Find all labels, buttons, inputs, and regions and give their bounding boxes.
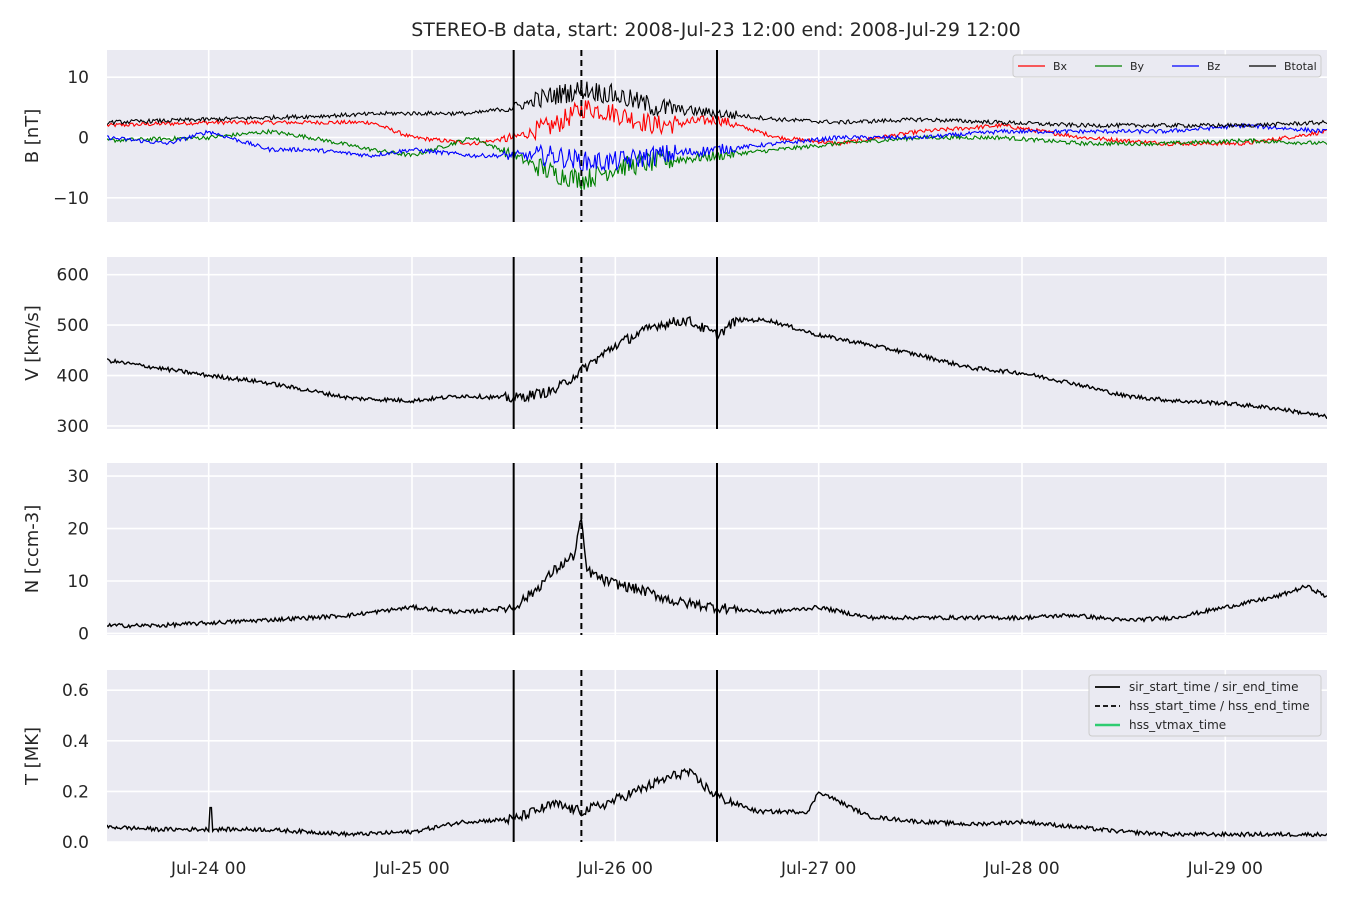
y-tick-label: 20 [67, 520, 89, 540]
legend-b: Bx By Bz Btotal [1012, 54, 1322, 78]
y-tick-label: 0.2 [62, 782, 89, 802]
y-tick-label: 30 [67, 467, 89, 487]
legend-label: By [1130, 60, 1145, 73]
x-tick-label: Jul-26 00 [577, 859, 653, 879]
legend-label: Btotal [1284, 60, 1317, 73]
x-tick-label: Jul-27 00 [780, 859, 856, 879]
y-tick-label: 0.6 [62, 681, 89, 701]
y-tick-label: 10 [67, 68, 89, 88]
y-tick-label: 500 [57, 316, 89, 336]
legend-label: Bx [1053, 60, 1068, 73]
panel-2: 300 400 500 600 V [km/s] [22, 257, 1327, 437]
figure-title: STEREO-B data, start: 2008-Jul-23 12:00 … [411, 19, 1021, 41]
x-tick-label: Jul-28 00 [983, 859, 1059, 879]
y-tick-label: −10 [53, 189, 89, 209]
x-tick-label: Jul-24 00 [170, 859, 246, 879]
y-tick-label: 0.4 [62, 732, 89, 752]
y-axis-label: V [km/s] [22, 305, 43, 380]
y-tick-label: 300 [57, 417, 89, 437]
legend-box [1012, 54, 1322, 78]
y-axis-label: B [nT] [22, 109, 43, 164]
y-tick-label: 0 [78, 624, 89, 644]
y-tick-label: 400 [57, 367, 89, 387]
legend-label: sir_start_time / sir_end_time [1129, 680, 1299, 694]
legend-label: hss_vtmax_time [1129, 718, 1226, 732]
y-tick-label: 0.0 [62, 833, 89, 853]
x-tick-label: Jul-29 00 [1187, 859, 1263, 879]
panel-1: −10 0 10 B [nT] Bx By Bz Btotal [22, 50, 1327, 222]
legend-t: sir_start_time / sir_end_time hss_start_t… [1088, 674, 1322, 737]
y-tick-label: 0 [78, 129, 89, 149]
legend-label: hss_start_time / hss_end_time [1129, 699, 1310, 713]
legend-label: Bz [1207, 60, 1221, 73]
y-tick-label: 600 [57, 266, 89, 286]
x-tick-label: Jul-25 00 [373, 859, 449, 879]
y-tick-label: 10 [67, 572, 89, 592]
y-axis-label: N [ccm-3] [22, 505, 43, 594]
panel-3: 0 10 20 30 N [ccm-3] [22, 463, 1327, 644]
legend-box [1088, 674, 1322, 737]
panel-4: 0.0 0.2 0.4 0.6 T [MK] sir_start_time / sir_e… [22, 670, 1327, 879]
y-axis-label: T [MK] [22, 727, 43, 786]
